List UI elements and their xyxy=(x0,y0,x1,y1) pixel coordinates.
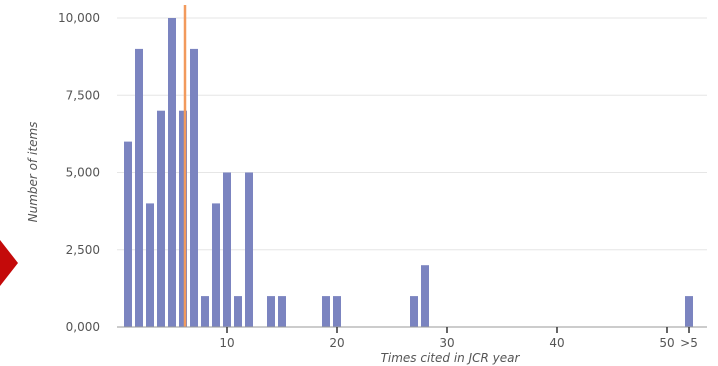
y-tick-label: 2,500 xyxy=(66,243,100,257)
bar xyxy=(421,265,429,327)
bar xyxy=(410,296,418,327)
bar xyxy=(267,296,275,327)
bar xyxy=(190,48,198,328)
bar xyxy=(146,203,154,327)
x-tick-label: 30 xyxy=(439,336,454,350)
bar xyxy=(278,296,286,327)
y-tick-label: 7,500 xyxy=(66,88,100,102)
y-tick-label: 0,000 xyxy=(66,320,100,334)
y-tick-labels: 0,000 2,500 5,000 7,500 10,000 xyxy=(58,11,100,334)
x-tick-label: 50 xyxy=(659,336,674,350)
x-tick-label: 10 xyxy=(219,336,234,350)
bar xyxy=(179,110,187,327)
bar xyxy=(124,141,132,327)
y-tick-label: 10,000 xyxy=(58,11,100,25)
bar xyxy=(333,296,341,327)
bar xyxy=(685,296,693,327)
x-axis-title: Times cited in JCR year xyxy=(381,351,521,365)
bar xyxy=(135,48,143,328)
x-tick-label: >5 xyxy=(680,336,698,350)
gridlines xyxy=(117,17,707,251)
bar xyxy=(212,203,220,327)
bar xyxy=(322,296,330,327)
bar xyxy=(157,110,165,327)
bar xyxy=(234,296,242,327)
x-tick-label: 40 xyxy=(549,336,564,350)
x-tick-marks-and-labels: 10 20 30 40 50 >5 xyxy=(219,327,698,350)
y-axis-title: Number of items xyxy=(26,122,40,223)
x-tick-label: 20 xyxy=(329,336,344,350)
pointer-arrow xyxy=(0,240,18,286)
bar xyxy=(223,172,231,327)
bars xyxy=(124,18,693,328)
y-tick-label: 5,000 xyxy=(66,166,100,180)
bar xyxy=(168,18,176,327)
bar xyxy=(245,172,253,327)
bar xyxy=(201,296,209,327)
